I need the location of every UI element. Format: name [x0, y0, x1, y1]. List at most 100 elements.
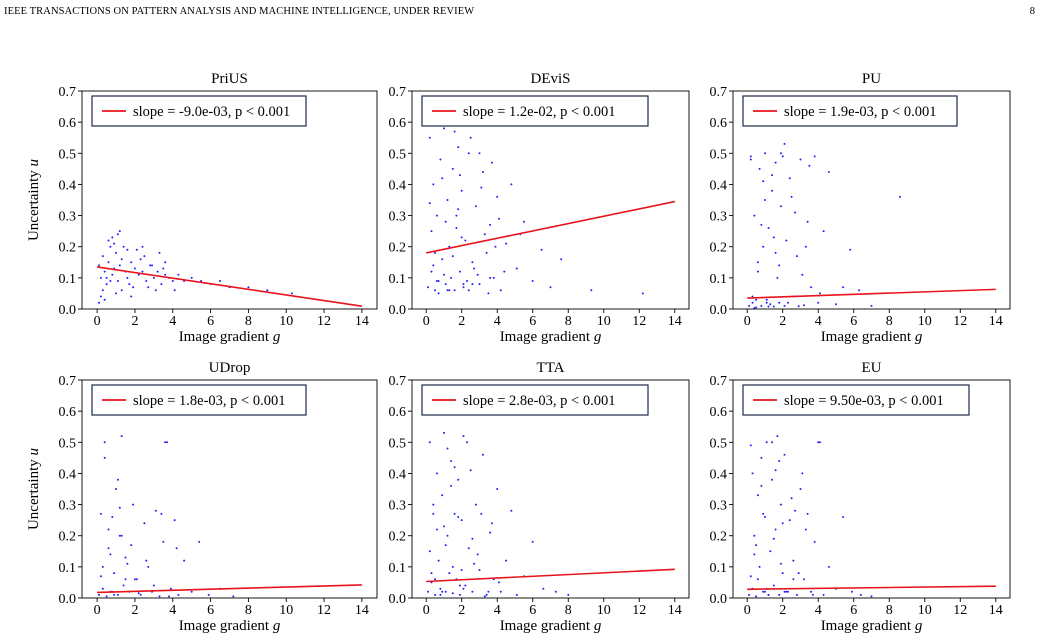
y-tick-label: 0.5: [59, 436, 77, 451]
data-point: [785, 239, 788, 242]
data-point: [99, 512, 102, 515]
data-point: [478, 152, 481, 155]
data-point: [448, 289, 451, 292]
data-point: [156, 270, 159, 273]
data-point: [130, 261, 133, 264]
data-point: [795, 593, 798, 596]
data-point: [158, 251, 161, 254]
x-tick-label: 14: [355, 603, 369, 618]
fit-line: [97, 584, 362, 594]
x-tick-label: 2: [131, 603, 138, 618]
data-point: [767, 593, 770, 596]
y-tick-label: 0.3: [59, 499, 77, 514]
scatter-points: [748, 142, 901, 310]
data-point: [560, 258, 563, 261]
data-point: [749, 575, 752, 578]
data-point: [792, 559, 795, 562]
data-point: [446, 534, 449, 537]
data-point: [485, 593, 488, 596]
y-tick-label: 0.2: [59, 241, 77, 256]
x-tick-label: 8: [886, 603, 893, 618]
data-point: [443, 431, 445, 434]
data-point: [430, 572, 433, 575]
data-point: [749, 444, 752, 447]
data-point: [130, 295, 133, 298]
x-tick-label: 6: [207, 603, 214, 618]
scatter-points: [427, 121, 644, 295]
legend-label: slope = 1.8e-03, p < 0.001: [133, 393, 285, 409]
data-point: [448, 572, 451, 575]
data-point: [427, 590, 429, 593]
data-point: [120, 534, 123, 537]
fit-line: [747, 585, 996, 591]
data-point: [794, 509, 797, 512]
data-point: [460, 236, 463, 239]
data-point: [169, 587, 172, 590]
data-point: [120, 258, 123, 261]
data-point: [428, 550, 431, 553]
data-point: [753, 214, 756, 217]
data-point: [801, 472, 804, 475]
data-point: [870, 304, 873, 307]
plot-frame: [81, 379, 378, 599]
data-point: [779, 503, 782, 506]
data-point: [779, 205, 782, 208]
x-tick-label: 14: [668, 603, 682, 618]
y-tick-label: 0.1: [710, 272, 728, 287]
data-point: [467, 152, 470, 155]
x-tick-label: 0: [423, 314, 430, 329]
chart-title: PU: [862, 71, 881, 87]
data-point: [783, 590, 786, 593]
data-point: [756, 261, 759, 264]
x-tick-label: 12: [953, 314, 967, 329]
data-point: [126, 248, 129, 251]
x-tick-label: 4: [169, 314, 176, 329]
data-point: [870, 595, 873, 598]
x-axis-label: Image gradient g: [821, 329, 923, 345]
data-point: [173, 289, 176, 292]
data-point: [751, 301, 754, 304]
data-point: [473, 267, 476, 270]
data-point: [128, 283, 131, 286]
data-point: [835, 303, 837, 306]
data-point: [817, 441, 820, 444]
data-point: [439, 587, 442, 590]
data-point: [799, 488, 802, 490]
data-point: [480, 186, 483, 189]
data-point: [510, 183, 513, 186]
x-tick-label: 4: [815, 603, 822, 618]
data-point: [141, 245, 144, 248]
y-axis-label: Uncertainty u: [26, 159, 42, 241]
data-point: [762, 245, 765, 248]
y-tick-label: 0.1: [59, 561, 77, 576]
data-point: [492, 276, 495, 279]
data-point: [790, 497, 793, 500]
data-point: [765, 301, 768, 304]
x-tick-label: 14: [989, 314, 1003, 329]
data-point: [443, 273, 445, 276]
x-axis-label: Image gradient g: [179, 618, 281, 634]
y-tick-label: 0.4: [389, 178, 407, 193]
data-point: [771, 174, 774, 177]
data-point: [439, 158, 442, 161]
data-point: [219, 280, 221, 282]
data-point: [266, 289, 269, 292]
data-point: [505, 559, 508, 562]
data-point: [806, 220, 809, 223]
data-point: [143, 522, 146, 525]
data-point: [771, 441, 774, 444]
data-point: [462, 283, 465, 286]
data-point: [437, 280, 440, 282]
data-point: [457, 478, 460, 481]
legend-label: slope = 2.8e-03, p < 0.001: [463, 393, 615, 409]
data-point: [432, 264, 435, 267]
data-point: [103, 270, 106, 273]
data-point: [760, 484, 763, 487]
scatter-points: [98, 230, 293, 304]
data-point: [430, 270, 433, 273]
fit-line: [426, 200, 675, 254]
data-point: [778, 460, 781, 462]
data-point: [781, 572, 784, 575]
data-point: [760, 304, 763, 307]
